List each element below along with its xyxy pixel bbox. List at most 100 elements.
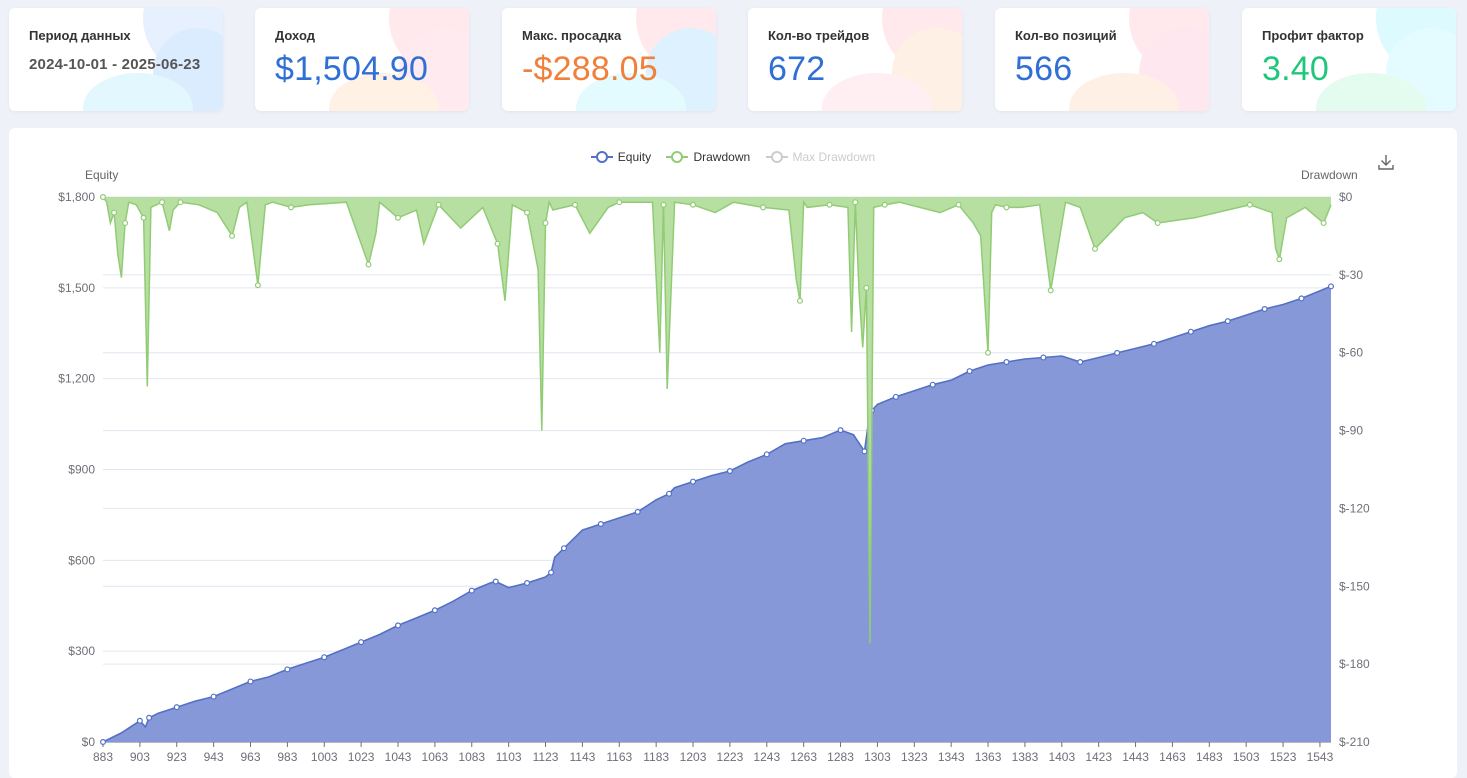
equity-point: [1040, 354, 1047, 361]
kpi-card-4: Кол-во трейдов 672: [748, 8, 962, 111]
drawdown-point: [660, 201, 667, 208]
x-tick-label: 1083: [458, 750, 485, 764]
equity-point: [861, 448, 868, 455]
legend-swatch-drawdown: [666, 151, 689, 163]
drawdown-point: [1003, 204, 1010, 211]
y-left-tick-label: $0: [82, 735, 96, 749]
kpi-label: Макс. просадка: [522, 28, 622, 43]
drawdown-point: [1091, 245, 1098, 252]
equity-point: [666, 490, 673, 497]
drawdown-point: [111, 209, 118, 216]
equity-area: [103, 286, 1331, 742]
x-tick-label: 1503: [1233, 750, 1260, 764]
legend-item-equity[interactable]: Equity: [590, 150, 652, 164]
legend-item-max-drawdown[interactable]: Max Drawdown: [765, 150, 876, 164]
legend-item-drawdown[interactable]: Drawdown: [666, 150, 750, 164]
y-left-tick-label: $1,500: [58, 281, 95, 295]
x-tick-label: 1003: [311, 750, 338, 764]
download-icon[interactable]: [1377, 153, 1395, 171]
legend-swatch-max-drawdown: [765, 151, 788, 163]
equity-point: [492, 578, 499, 585]
equity-point: [136, 717, 143, 724]
drawdown-point: [1246, 201, 1253, 208]
kpi-value: -$288.05: [522, 50, 658, 88]
x-tick-label: 1023: [348, 750, 375, 764]
drawdown-point: [985, 349, 992, 356]
equity-point: [966, 368, 973, 375]
equity-point: [1187, 328, 1194, 335]
drawdown-point: [99, 193, 106, 200]
equity-point: [284, 666, 291, 673]
x-tick-label: 1183: [643, 750, 669, 764]
kpi-label: Период данных: [29, 28, 131, 43]
equity-point: [524, 580, 531, 587]
kpi-value: 3.40: [1262, 50, 1329, 88]
x-tick-label: 1403: [1048, 750, 1075, 764]
drawdown-point: [616, 199, 623, 206]
drawdown-point: [288, 204, 295, 211]
drawdown-point: [690, 201, 697, 208]
equity-point: [597, 521, 604, 528]
drawdown-point: [524, 209, 531, 216]
equity-point: [173, 704, 180, 711]
drawdown-point: [881, 201, 888, 208]
equity-point: [1261, 306, 1268, 313]
x-tick-label: 1103: [496, 750, 522, 764]
equity-point: [431, 607, 438, 614]
x-tick-label: 903: [130, 750, 150, 764]
y-right-tick-label: $-120: [1339, 501, 1370, 515]
equity-point: [146, 714, 153, 721]
equity-point: [468, 587, 475, 594]
drawdown-point: [572, 201, 579, 208]
equity-point: [548, 569, 555, 576]
drawdown-point: [852, 199, 859, 206]
equity-point: [1077, 359, 1084, 366]
x-tick-label: 1223: [717, 750, 744, 764]
equity-point: [929, 381, 936, 388]
legend-label-max-drawdown: Max Drawdown: [792, 150, 876, 164]
kpi-card-1: Период данных 2024-10-01 - 2025-06-23: [9, 8, 223, 111]
drawdown-point: [159, 199, 166, 206]
drawdown-point: [435, 201, 442, 208]
drawdown-point: [863, 284, 870, 291]
x-tick-label: 1283: [827, 750, 854, 764]
y-right-tick-label: $-90: [1339, 424, 1363, 438]
x-tick-label: 1143: [569, 750, 595, 764]
x-tick-label: 1363: [975, 750, 1002, 764]
drawdown-point: [122, 219, 129, 226]
equity-point: [837, 427, 844, 434]
equity-point: [1114, 349, 1121, 356]
drawdown-point: [254, 282, 261, 289]
y-right-tick-label: $0: [1339, 190, 1353, 204]
kpi-card-3: Макс. просадка -$288.05: [502, 8, 716, 111]
x-tick-label: 1163: [606, 750, 632, 764]
equity-point: [560, 545, 567, 552]
drawdown-point: [140, 214, 147, 221]
kpi-card-2: Доход $1,504.90: [255, 8, 469, 111]
chart-panel: Equity Drawdown Max Drawdown Equity Draw…: [9, 128, 1457, 778]
drawdown-point: [177, 199, 184, 206]
equity-point: [763, 451, 770, 458]
kpi-value: $1,504.90: [275, 50, 429, 88]
y-left-tick-label: $1,800: [58, 190, 95, 204]
equity-point: [321, 654, 328, 661]
drawdown-point: [365, 261, 372, 268]
x-tick-label: 1523: [1270, 750, 1297, 764]
equity-point: [1003, 359, 1010, 366]
equity-point: [358, 639, 365, 646]
equity-point: [210, 693, 217, 700]
drawdown-point: [1047, 287, 1054, 294]
y-left-tick-label: $300: [68, 644, 95, 658]
x-tick-label: 923: [167, 750, 187, 764]
x-tick-label: 1303: [864, 750, 891, 764]
x-tick-label: 883: [93, 750, 113, 764]
y-right-tick-label: $-60: [1339, 346, 1363, 360]
legend-swatch-equity: [590, 151, 613, 163]
y-right-tick-label: $-150: [1339, 579, 1370, 593]
drawdown-point: [1320, 219, 1327, 226]
x-tick-label: 1043: [385, 750, 412, 764]
x-tick-label: 1383: [1012, 750, 1039, 764]
y-right-axis-title: Drawdown: [1301, 168, 1358, 182]
chart-legend: Equity Drawdown Max Drawdown: [9, 150, 1457, 166]
legend-label-equity: Equity: [617, 150, 652, 164]
